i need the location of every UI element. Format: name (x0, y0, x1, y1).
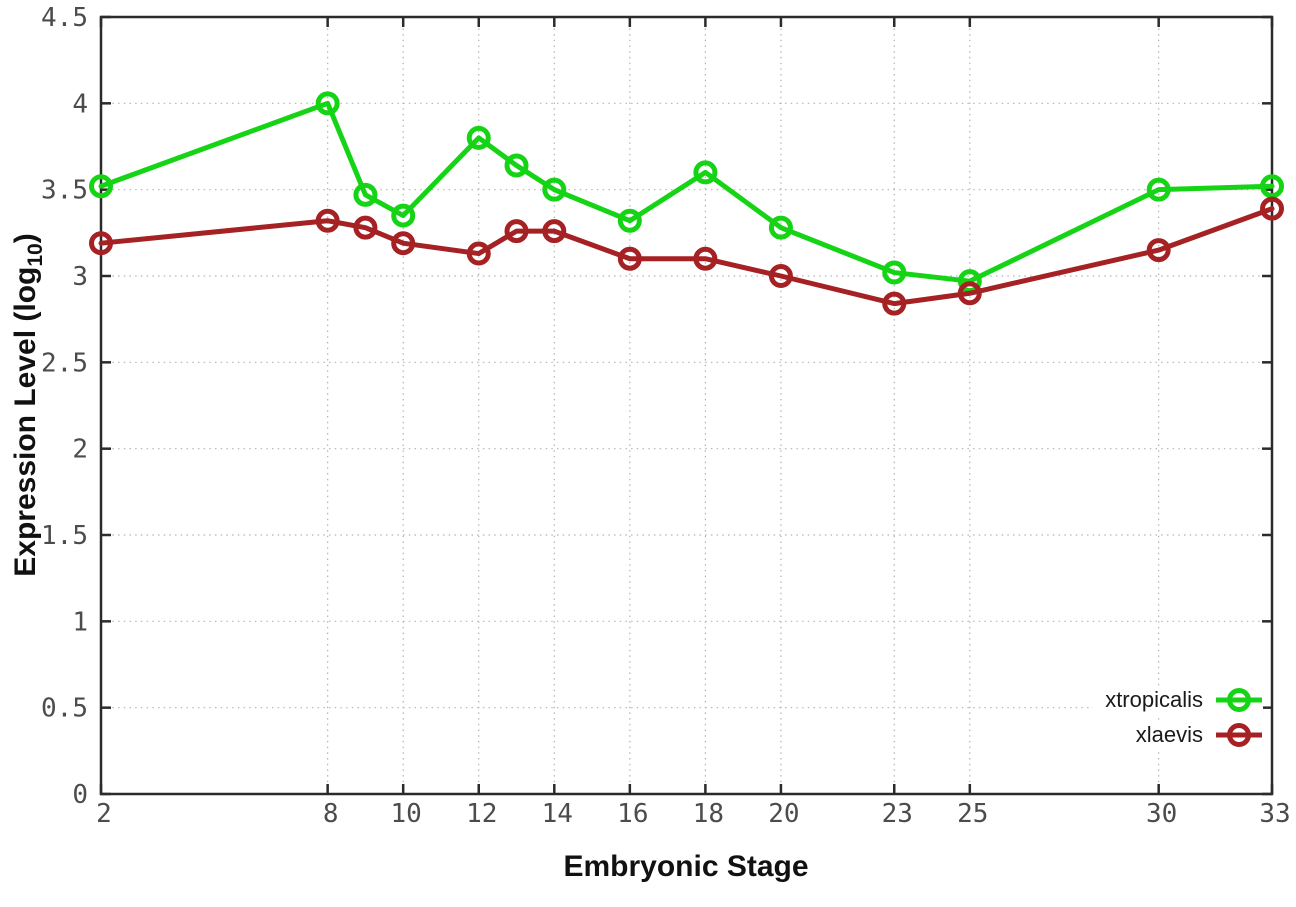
legend-item-xlaevis: xlaevis (1123, 721, 1263, 749)
svg-text:8: 8 (323, 799, 339, 829)
legend-label-xtropicalis: xtropicalis (1105, 687, 1203, 712)
svg-text:10: 10 (391, 799, 422, 829)
legend-sample-circle-icon (1227, 723, 1251, 747)
svg-text:2: 2 (96, 799, 112, 829)
legend-marker-xlaevis (1216, 723, 1262, 747)
svg-text:4: 4 (72, 89, 88, 119)
svg-text:25: 25 (957, 799, 988, 829)
svg-text:12: 12 (466, 799, 497, 829)
y-axis-title-subscript: 10 (24, 243, 47, 267)
x-axis-title: Embryonic Stage (563, 850, 809, 883)
svg-text:16: 16 (617, 799, 648, 829)
legend-marker-xtropicalis (1216, 688, 1262, 712)
svg-text:4.5: 4.5 (41, 3, 88, 33)
svg-text:2: 2 (72, 435, 88, 465)
svg-text:14: 14 (542, 799, 573, 829)
legend: xtropicalis xlaevis (1093, 686, 1263, 749)
svg-text:3: 3 (72, 262, 88, 292)
y-axis-title-close: ) (9, 233, 42, 244)
svg-text:0: 0 (72, 780, 88, 810)
y-axis-title: Expression Level (log10) (4, 125, 48, 685)
svg-text:3.5: 3.5 (41, 176, 88, 206)
legend-item-xtropicalis: xtropicalis (1093, 686, 1263, 714)
svg-text:1: 1 (72, 607, 88, 637)
svg-text:2.5: 2.5 (41, 348, 88, 378)
svg-text:1.5: 1.5 (41, 521, 88, 551)
y-axis-title-text: Expression Level (log (9, 266, 42, 577)
svg-text:23: 23 (882, 799, 913, 829)
svg-text:0.5: 0.5 (41, 694, 88, 724)
svg-text:33: 33 (1259, 799, 1290, 829)
legend-label-xlaevis: xlaevis (1135, 722, 1203, 747)
legend-sample-circle-icon (1227, 688, 1251, 712)
svg-text:30: 30 (1146, 799, 1177, 829)
svg-text:20: 20 (768, 799, 799, 829)
svg-text:18: 18 (693, 799, 724, 829)
